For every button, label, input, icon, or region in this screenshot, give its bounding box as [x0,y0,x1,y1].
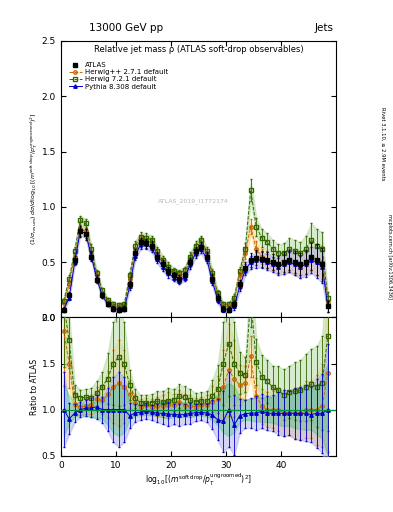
Text: Jets: Jets [315,23,334,33]
Text: Rivet 3.1.10, ≥ 2.9M events: Rivet 3.1.10, ≥ 2.9M events [381,106,386,180]
X-axis label: $\log_{10}[(m^{\rm soft\,drop}/p_T^{\rm ungroomed})^2]$: $\log_{10}[(m^{\rm soft\,drop}/p_T^{\rm … [145,472,252,488]
Text: ATLAS_2019_I1772174: ATLAS_2019_I1772174 [158,199,228,204]
Text: Relative jet mass ρ (ATLAS soft-drop observables): Relative jet mass ρ (ATLAS soft-drop obs… [94,45,303,54]
Y-axis label: $(1/\sigma_{\rm resum})$ $d\sigma/d\log_{10}[(m^{\rm soft\,drop}/p_T^{\rm ungroo: $(1/\sigma_{\rm resum})$ $d\sigma/d\log_… [29,113,40,245]
Text: mcplots.cern.ch [arXiv:1306.3436]: mcplots.cern.ch [arXiv:1306.3436] [387,214,391,298]
Text: 13000 GeV pp: 13000 GeV pp [89,23,163,33]
Legend: ATLAS, Herwig++ 2.7.1 default, Herwig 7.2.1 default, Pythia 8.308 default: ATLAS, Herwig++ 2.7.1 default, Herwig 7.… [67,61,170,91]
Y-axis label: Ratio to ATLAS: Ratio to ATLAS [30,358,39,415]
